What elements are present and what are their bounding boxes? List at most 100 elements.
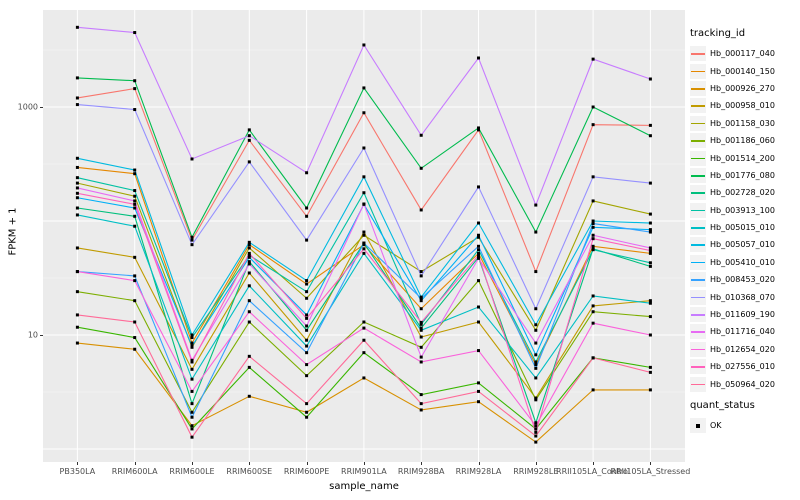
data-point (648, 181, 652, 185)
legend-item-Hb_001776_080: Hb_001776_080 (690, 167, 798, 184)
data-point (133, 274, 137, 278)
data-point (648, 261, 652, 265)
data-point (247, 243, 251, 247)
data-point (648, 228, 652, 232)
legend-item-Hb_002728_020: Hb_002728_020 (690, 184, 798, 201)
data-point (247, 299, 251, 303)
x-tick-label-RRIM600LA: RRIM600LA (111, 467, 158, 476)
legend-item-Hb_005410_010: Hb_005410_010 (690, 254, 798, 271)
data-point (648, 315, 652, 319)
legend-item-Hb_003913_100: Hb_003913_100 (690, 202, 798, 219)
data-point (247, 251, 251, 255)
data-point (133, 199, 137, 203)
legend-label: Hb_000140_150 (710, 66, 775, 76)
data-point (305, 344, 309, 348)
data-point (419, 166, 423, 170)
data-point (534, 363, 538, 367)
data-point (75, 270, 79, 274)
data-point (75, 290, 79, 294)
legend-item-Hb_005015_010: Hb_005015_010 (690, 219, 798, 236)
data-point (591, 105, 595, 109)
data-point (75, 96, 79, 100)
data-point (190, 415, 194, 419)
data-point (362, 243, 366, 247)
quant-legend-items: OK (690, 417, 798, 434)
data-point (419, 335, 423, 339)
data-point (648, 77, 652, 81)
legend-item-Hb_010368_070: Hb_010368_070 (690, 288, 798, 305)
data-point (305, 296, 309, 300)
data-point (247, 260, 251, 264)
data-point (648, 370, 652, 374)
legend-item-Hb_000958_010: Hb_000958_010 (690, 97, 798, 114)
data-point (190, 157, 194, 161)
data-point (534, 396, 538, 400)
data-point (362, 338, 366, 342)
plot-panel (43, 10, 685, 462)
data-point (190, 333, 194, 337)
data-point (591, 175, 595, 179)
data-point (133, 108, 137, 112)
data-point (75, 165, 79, 169)
data-point (190, 402, 194, 406)
legend-key-swatch (690, 98, 706, 114)
data-point (648, 388, 652, 392)
data-point (305, 410, 309, 414)
legend-label: Hb_005410_010 (710, 257, 775, 267)
legend-color-line (691, 348, 705, 351)
x-tick-mark (363, 462, 365, 465)
legend-key-swatch (690, 289, 706, 305)
data-point (419, 402, 423, 406)
data-point (419, 345, 423, 349)
data-point (477, 253, 480, 257)
data-point (190, 336, 194, 340)
plot-area-svg (43, 10, 685, 462)
x-axis-title: sample_name (329, 481, 399, 492)
data-point (75, 103, 79, 107)
legend-label: Hb_001158_030 (710, 118, 775, 128)
data-point (305, 324, 309, 328)
data-point (534, 353, 538, 357)
data-point (591, 356, 595, 360)
data-point (305, 238, 309, 242)
legend-key-swatch (690, 307, 706, 323)
legend-key-swatch (690, 220, 706, 236)
x-tick-mark (134, 462, 136, 465)
data-point (75, 213, 79, 217)
data-point (75, 341, 79, 345)
legend-color-line (691, 244, 705, 247)
legend-label: Hb_005057_010 (710, 240, 775, 250)
data-point (534, 424, 538, 428)
data-point (648, 249, 652, 253)
y-tick-mark (40, 107, 43, 108)
data-point (190, 377, 194, 381)
data-point (419, 360, 423, 364)
data-point (648, 299, 652, 303)
data-point (190, 235, 194, 239)
data-point (305, 351, 309, 355)
data-point (534, 323, 538, 327)
data-point (534, 376, 538, 380)
legend-key-swatch (690, 150, 706, 166)
data-point (477, 126, 480, 130)
data-point (362, 247, 366, 251)
data-point (534, 360, 538, 364)
data-point (591, 222, 595, 226)
legend-key-swatch (690, 80, 706, 96)
legend-color-line (691, 279, 705, 281)
legend-color-line (691, 314, 705, 316)
data-point (362, 86, 366, 90)
legend-item-Hb_001514_200: Hb_001514_200 (690, 149, 798, 166)
data-point (190, 243, 194, 247)
data-point (190, 360, 194, 364)
data-point (534, 341, 538, 345)
legend-key-swatch (690, 185, 706, 201)
data-point (247, 138, 251, 142)
legend-item-Hb_011609_190: Hb_011609_190 (690, 306, 798, 323)
x-tick-label-RRIM600PE: RRIM600PE (283, 467, 330, 476)
data-point (305, 279, 309, 283)
data-point (362, 241, 366, 245)
legend-item-Hb_027556_010: Hb_027556_010 (690, 358, 798, 375)
data-point (477, 248, 480, 252)
data-point (362, 43, 366, 47)
